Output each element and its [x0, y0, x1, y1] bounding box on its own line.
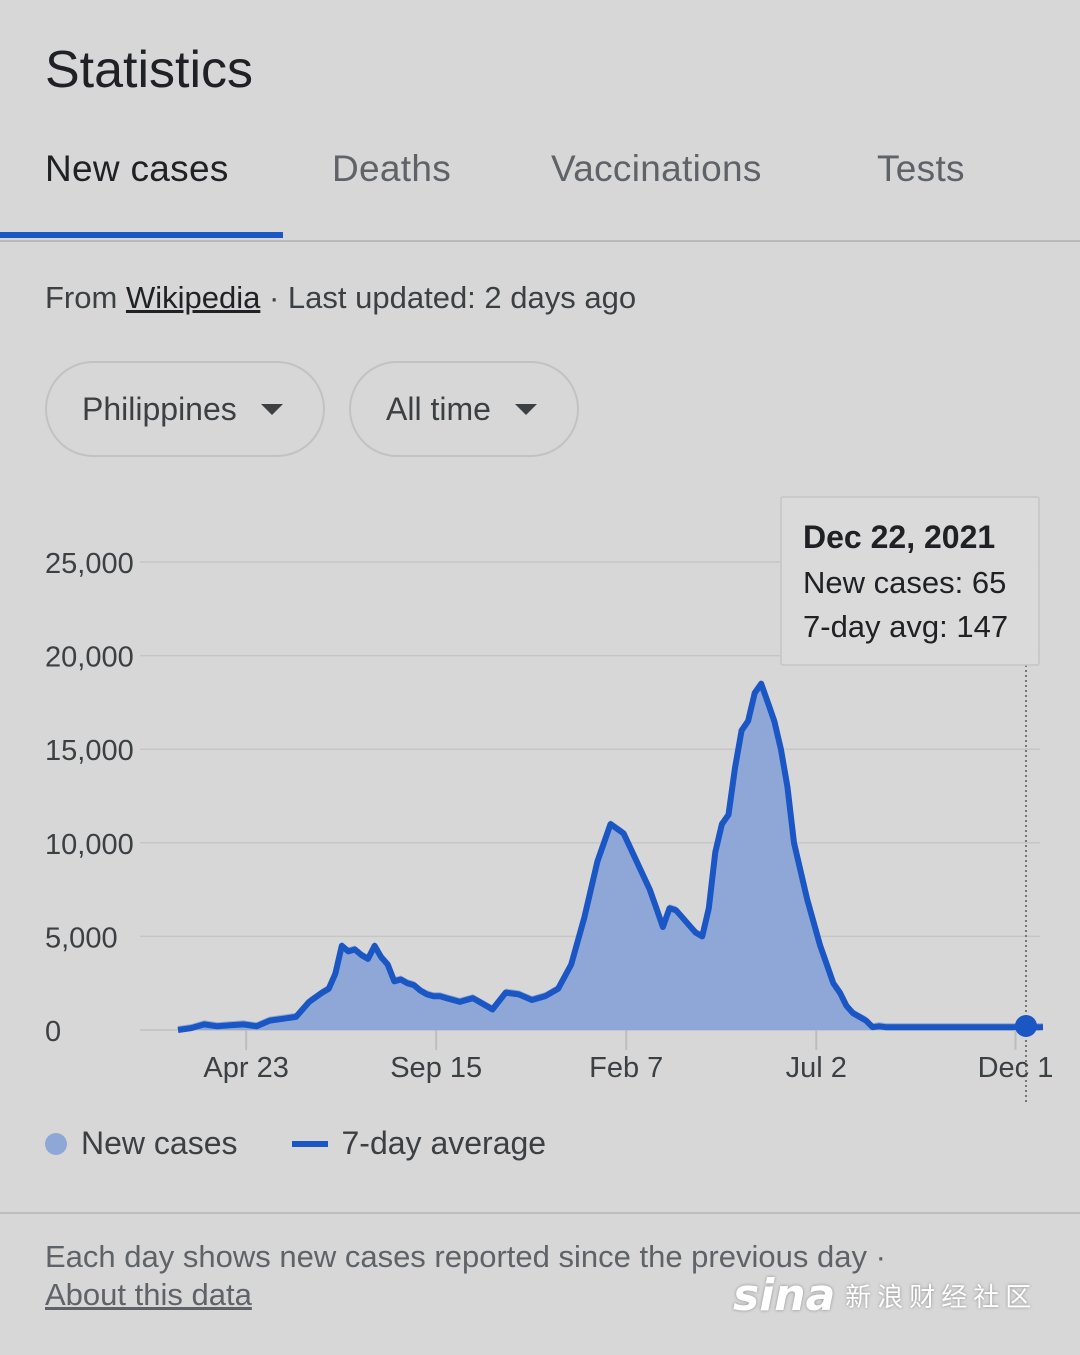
footnote-separator: · — [875, 1239, 886, 1274]
sina-watermark-text: 新浪财经社区 — [845, 1283, 1038, 1313]
tooltip-date: Dec 22, 2021 — [803, 519, 995, 555]
tab-vaccinations[interactable]: Vaccinations — [551, 148, 762, 189]
sina-watermark: sina 新浪财经社区 — [733, 1270, 1037, 1321]
tab-bar: New cases Deaths Vaccinations Tests — [0, 130, 1080, 242]
range-dropdown[interactable]: All time — [349, 361, 579, 457]
source-line: From Wikipedia · Last updated: 2 days ag… — [45, 280, 636, 316]
chart-tooltip: Dec 22, 2021 New cases: 65 7-day avg: 14… — [780, 496, 1040, 666]
footnote: Each day shows new cases reported since … — [45, 1238, 886, 1314]
page-title: Statistics — [45, 41, 254, 99]
wikipedia-link[interactable]: Wikipedia — [125, 280, 261, 315]
legend-average-swatch — [291, 1140, 328, 1147]
footnote-text: Each day shows new cases reported since … — [45, 1239, 867, 1274]
x-tick-label: Dec 1 — [978, 1052, 1054, 1084]
dropdown-arrow-icon — [514, 403, 537, 415]
legend-new-cases-label: New cases — [81, 1125, 238, 1161]
x-tick-label: Feb 7 — [589, 1052, 663, 1084]
tooltip-new-cases: New cases: 65 — [803, 565, 1006, 600]
y-tick-label: 20,000 — [45, 642, 134, 674]
dropdown-arrow-icon — [260, 403, 283, 415]
chart-legend: New cases 7-day average — [45, 1125, 546, 1162]
seven-day-average-line — [177, 680, 1043, 1033]
tab-deaths[interactable]: Deaths — [332, 148, 452, 189]
y-tick-label: 25,000 — [45, 548, 134, 580]
location-value: Philippines — [82, 390, 237, 427]
range-value: All time — [386, 390, 491, 427]
y-tick-label: 0 — [45, 1016, 61, 1048]
cases-chart[interactable]: 0 5,000 10,000 15,000 20,000 25,000 Apr 23 Sep… — [0, 470, 1080, 1110]
last-updated: Last updated: 2 days ago — [287, 280, 637, 315]
y-tick-label: 10,000 — [45, 829, 134, 861]
hover-point — [1015, 1015, 1037, 1037]
y-tick-label: 15,000 — [45, 735, 134, 767]
y-tick-label: 5,000 — [45, 922, 118, 954]
footer-divider — [0, 1212, 1080, 1214]
tooltip-avg: 7-day avg: 147 — [803, 609, 1008, 644]
x-tick-label: Sep 15 — [390, 1052, 482, 1084]
about-data-link[interactable]: About this data — [45, 1277, 252, 1312]
new-cases-area — [178, 679, 1043, 1030]
x-tick-label: Jul 2 — [786, 1052, 847, 1084]
location-dropdown[interactable]: Philippines — [45, 361, 325, 457]
source-separator: · — [268, 280, 280, 315]
sina-logo: sina — [733, 1270, 836, 1321]
active-tab-indicator — [0, 232, 283, 238]
source-prefix: From — [45, 280, 118, 315]
tab-new-cases[interactable]: New cases — [45, 148, 229, 189]
x-tick-label: Apr 23 — [203, 1052, 288, 1084]
legend-average-label: 7-day average — [341, 1125, 547, 1161]
legend-new-cases-swatch — [45, 1132, 67, 1155]
tab-tests[interactable]: Tests — [877, 148, 965, 189]
